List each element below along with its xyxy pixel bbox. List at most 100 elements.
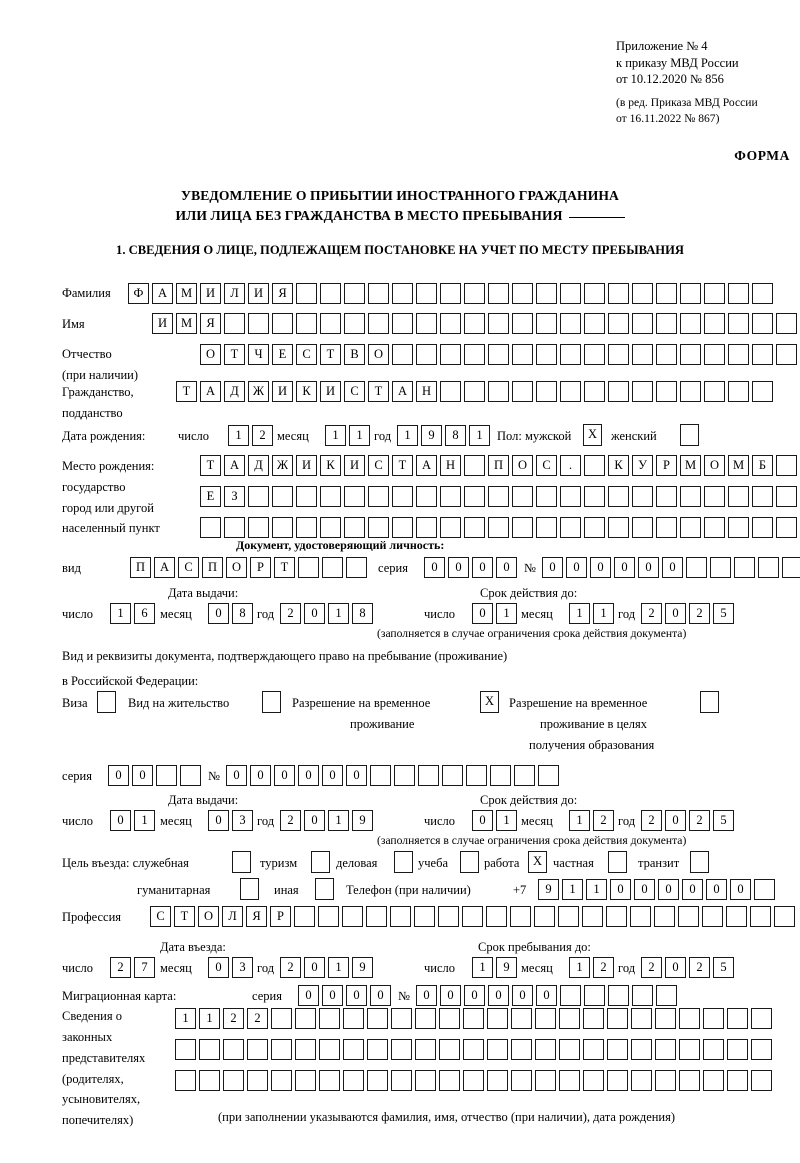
char-cell[interactable] [319,1070,340,1091]
char-cell[interactable]: 0 [472,557,493,578]
char-cell[interactable] [535,1070,556,1091]
char-cell[interactable]: И [344,455,365,476]
char-cell[interactable]: 2 [110,957,131,978]
char-cell[interactable] [559,1070,580,1091]
char-cell[interactable] [727,1039,748,1060]
char-cell[interactable] [534,906,555,927]
char-cell[interactable] [776,313,797,334]
char-cell[interactable]: 1 [328,810,349,831]
char-cell[interactable]: 1 [328,603,349,624]
char-cell[interactable] [486,906,507,927]
char-cell[interactable] [728,313,749,334]
char-cell[interactable] [680,486,701,507]
char-cell[interactable] [223,1039,244,1060]
char-cell[interactable] [656,313,677,334]
char-cell[interactable]: Я [272,283,293,304]
char-cell[interactable]: 1 [175,1008,196,1029]
char-cell[interactable]: 9 [496,957,517,978]
char-cell[interactable] [272,313,293,334]
char-cell[interactable]: С [344,381,365,402]
char-cell[interactable] [751,1008,772,1029]
char-cell[interactable] [487,1039,508,1060]
char-cell[interactable]: 0 [250,765,271,786]
char-cell[interactable] [488,283,509,304]
char-cell[interactable]: Р [270,906,291,927]
temp-residence-checkbox[interactable]: X [480,691,499,713]
char-cell[interactable]: 9 [352,957,373,978]
char-cell[interactable] [344,517,365,538]
char-cell[interactable]: П [488,455,509,476]
char-cell[interactable] [296,517,317,538]
char-cell[interactable]: 0 [440,985,461,1006]
char-cell[interactable]: Б [752,455,773,476]
char-cell[interactable] [750,906,771,927]
char-cell[interactable]: Я [246,906,267,927]
char-cell[interactable] [343,1039,364,1060]
char-cell[interactable] [560,985,581,1006]
char-cell[interactable] [391,1008,412,1029]
char-cell[interactable] [418,765,439,786]
char-cell[interactable] [271,1008,292,1029]
char-cell[interactable] [655,1039,676,1060]
char-cell[interactable] [607,1039,628,1060]
char-cell[interactable] [464,517,485,538]
char-cell[interactable] [655,1008,676,1029]
char-cell[interactable]: Д [224,381,245,402]
char-cell[interactable] [392,283,413,304]
char-cell[interactable]: З [224,486,245,507]
char-cell[interactable] [511,1039,532,1060]
char-cell[interactable]: 0 [566,557,587,578]
char-cell[interactable] [512,517,533,538]
char-cell[interactable] [558,906,579,927]
char-cell[interactable] [584,283,605,304]
residence-permit-checkbox[interactable] [262,691,281,713]
char-cell[interactable] [584,381,605,402]
char-cell[interactable]: 0 [424,557,445,578]
char-cell[interactable] [728,381,749,402]
purpose-study-checkbox[interactable] [460,851,479,873]
char-cell[interactable]: Е [200,486,221,507]
char-cell[interactable] [656,486,677,507]
char-cell[interactable]: А [200,381,221,402]
char-cell[interactable] [679,1070,700,1091]
char-cell[interactable] [584,985,605,1006]
char-cell[interactable]: 1 [569,957,590,978]
char-cell[interactable] [680,344,701,365]
char-cell[interactable] [319,1008,340,1029]
char-cell[interactable] [704,283,725,304]
char-cell[interactable] [370,765,391,786]
char-cell[interactable] [248,517,269,538]
char-cell[interactable] [631,1039,652,1060]
char-cell[interactable]: 0 [322,765,343,786]
char-cell[interactable]: 1 [349,425,370,446]
char-cell[interactable] [487,1008,508,1029]
char-cell[interactable] [536,486,557,507]
char-cell[interactable]: Л [224,283,245,304]
char-cell[interactable]: Р [656,455,677,476]
char-cell[interactable] [199,1039,220,1060]
char-cell[interactable] [223,1070,244,1091]
char-cell[interactable] [488,313,509,334]
char-cell[interactable] [679,1008,700,1029]
char-cell[interactable]: П [202,557,223,578]
char-cell[interactable] [752,344,773,365]
char-cell[interactable] [322,557,343,578]
char-cell[interactable] [320,283,341,304]
char-cell[interactable] [439,1070,460,1091]
char-cell[interactable] [296,313,317,334]
char-cell[interactable] [654,906,675,927]
char-cell[interactable] [655,1070,676,1091]
char-cell[interactable]: 9 [538,879,559,900]
char-cell[interactable] [490,765,511,786]
char-cell[interactable]: 0 [488,985,509,1006]
